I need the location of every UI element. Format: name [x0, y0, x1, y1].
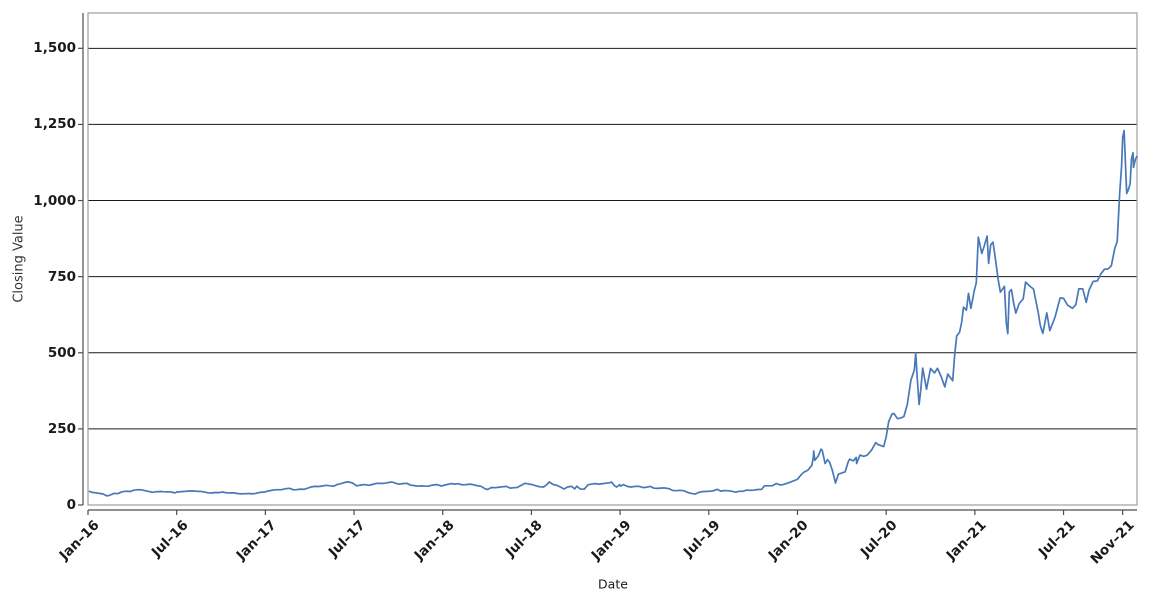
- y-tick-label: 1,500: [33, 40, 76, 57]
- y-tick-label: 1,250: [33, 116, 76, 133]
- y-tick-label: 750: [47, 268, 76, 285]
- y-tick-label: 250: [47, 420, 76, 437]
- y-tick-label: 0: [66, 497, 76, 513]
- data-line: [88, 129, 1138, 497]
- plot-border: [87, 12, 1138, 506]
- y-tick-label: 1,000: [33, 192, 76, 209]
- x-axis-title: Date: [598, 576, 628, 592]
- y-tick-label: 500: [47, 344, 76, 361]
- y-axis-title: Closing Value: [11, 215, 27, 303]
